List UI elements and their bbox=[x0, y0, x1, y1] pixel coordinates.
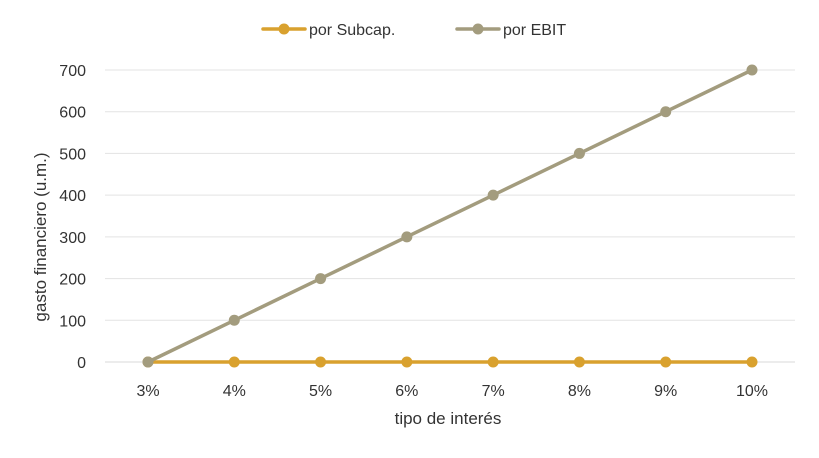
y-tick-label: 100 bbox=[59, 313, 86, 330]
data-point bbox=[228, 356, 240, 368]
x-tick-label: 6% bbox=[395, 383, 418, 400]
x-tick-label: 10% bbox=[736, 383, 768, 400]
data-point bbox=[315, 356, 327, 368]
x-tick-label: 4% bbox=[223, 383, 246, 400]
axes: 0 100 200 300 400 500 600 700 3% 4% 5% 6% 7% 8% 9% 10% bbox=[59, 63, 795, 400]
data-point bbox=[401, 231, 413, 243]
data-point bbox=[573, 147, 585, 159]
x-tick-label: 7% bbox=[482, 383, 505, 400]
x-axis-title: tipo de interés bbox=[395, 409, 502, 428]
y-tick-label: 700 bbox=[59, 63, 86, 80]
x-tick-label: 5% bbox=[309, 383, 332, 400]
y-tick-label: 0 bbox=[77, 355, 86, 372]
gridlines bbox=[105, 69, 795, 321]
data-point bbox=[142, 356, 154, 368]
y-tick-label: 600 bbox=[59, 105, 86, 122]
series-por-subcap bbox=[142, 356, 758, 368]
legend-label: por EBIT bbox=[503, 22, 566, 39]
y-tick-label: 400 bbox=[59, 188, 86, 205]
y-axis-title: gasto financiero (u.m.) bbox=[31, 152, 50, 321]
data-point bbox=[487, 189, 499, 201]
y-tick-label: 300 bbox=[59, 230, 86, 247]
data-point bbox=[660, 106, 672, 118]
legend-label: por Subcap. bbox=[309, 22, 395, 39]
data-point bbox=[746, 64, 758, 76]
data-point bbox=[315, 273, 327, 285]
data-point bbox=[660, 356, 672, 368]
legend-marker bbox=[278, 23, 290, 35]
series-por-ebit bbox=[142, 64, 758, 368]
x-tick-label: 8% bbox=[568, 383, 591, 400]
data-point bbox=[573, 356, 585, 368]
series-line bbox=[146, 68, 754, 364]
data-point bbox=[746, 356, 758, 368]
data-point bbox=[228, 314, 240, 326]
y-tick-label: 500 bbox=[59, 146, 86, 163]
legend-item: por EBIT bbox=[455, 22, 566, 39]
data-point bbox=[401, 356, 413, 368]
legend-item: por Subcap. bbox=[261, 22, 395, 39]
x-tick-label: 9% bbox=[654, 383, 677, 400]
y-tick-label: 200 bbox=[59, 272, 86, 289]
legend-marker bbox=[472, 23, 484, 35]
data-point bbox=[487, 356, 499, 368]
x-tick-label: 3% bbox=[136, 383, 159, 400]
series bbox=[142, 64, 758, 368]
legend: por Subcap. por EBIT bbox=[261, 22, 566, 39]
